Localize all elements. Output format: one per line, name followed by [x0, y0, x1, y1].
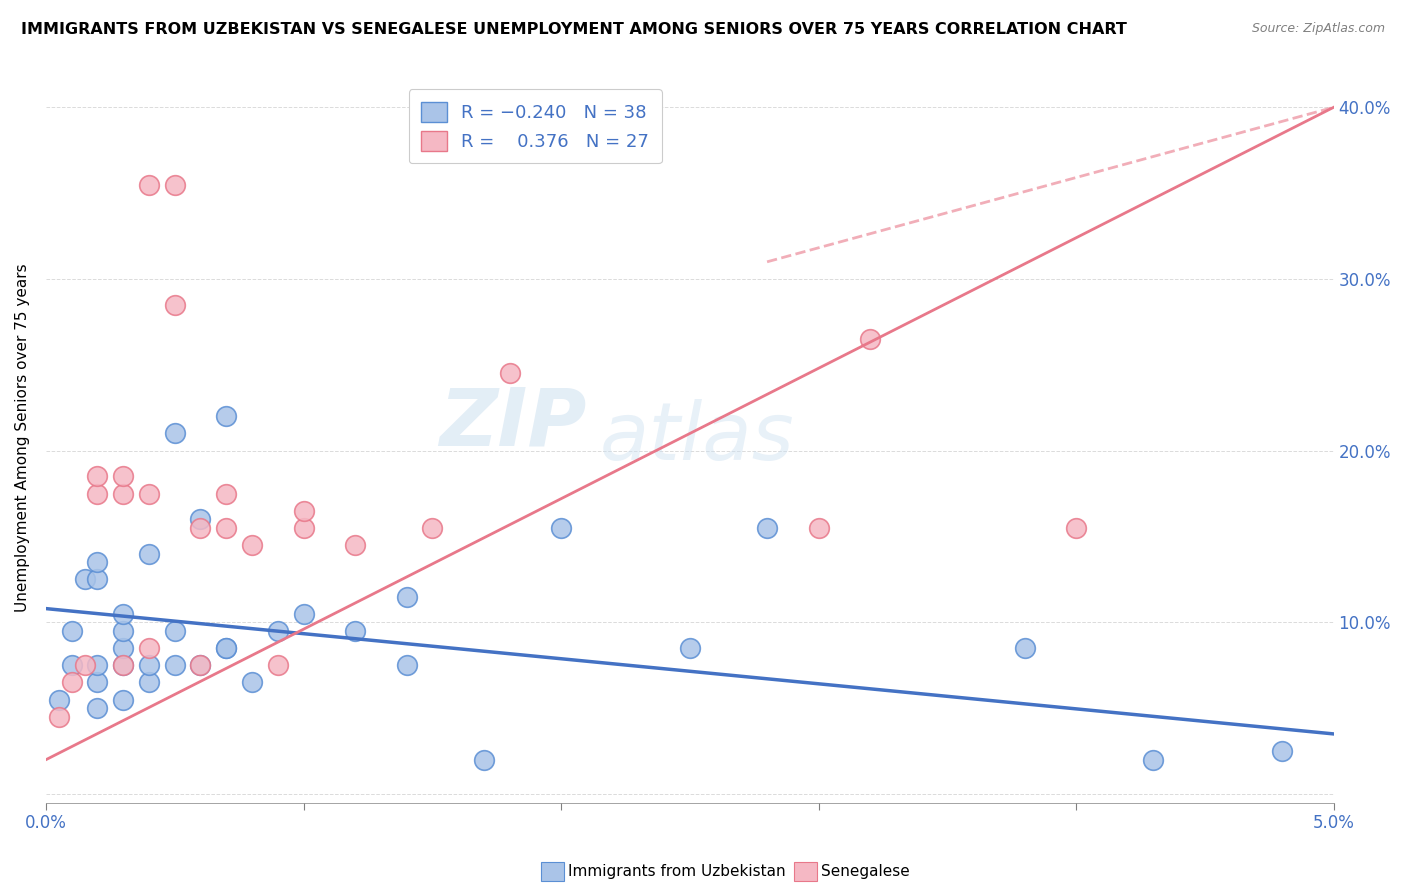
Point	[60, 624, 83, 638]
Point	[343, 538, 366, 552]
Point	[112, 658, 135, 673]
Point	[215, 521, 238, 535]
Point	[60, 675, 83, 690]
Text: Senegalese: Senegalese	[821, 863, 910, 879]
Point	[112, 658, 135, 673]
Point	[215, 641, 238, 656]
Point	[163, 298, 186, 312]
Point	[190, 521, 212, 535]
Point	[190, 658, 212, 673]
Point	[1014, 641, 1036, 656]
Point	[756, 521, 779, 535]
Point	[138, 486, 160, 500]
Point	[86, 701, 108, 715]
Point	[112, 486, 135, 500]
Point	[240, 675, 263, 690]
Point	[48, 692, 70, 706]
Legend: R = −0.240   N = 38, R =    0.376   N = 27: R = −0.240 N = 38, R = 0.376 N = 27	[409, 89, 662, 163]
Point	[112, 641, 135, 656]
Point	[343, 624, 366, 638]
Text: ZIP: ZIP	[440, 384, 586, 462]
Point	[86, 675, 108, 690]
Point	[807, 521, 830, 535]
Text: IMMIGRANTS FROM UZBEKISTAN VS SENEGALESE UNEMPLOYMENT AMONG SENIORS OVER 75 YEAR: IMMIGRANTS FROM UZBEKISTAN VS SENEGALESE…	[21, 22, 1128, 37]
Point	[292, 504, 315, 518]
Point	[86, 555, 108, 569]
Point	[60, 658, 83, 673]
Point	[112, 692, 135, 706]
Point	[395, 658, 418, 673]
Point	[112, 607, 135, 621]
Text: atlas: atlas	[600, 399, 794, 477]
Point	[679, 641, 702, 656]
Point	[1142, 753, 1164, 767]
Point	[498, 367, 520, 381]
Text: Source: ZipAtlas.com: Source: ZipAtlas.com	[1251, 22, 1385, 36]
Point	[163, 426, 186, 441]
Point	[48, 710, 70, 724]
Text: Immigrants from Uzbekistan: Immigrants from Uzbekistan	[568, 863, 786, 879]
Point	[190, 658, 212, 673]
Point	[292, 607, 315, 621]
Point	[112, 624, 135, 638]
Point	[550, 521, 572, 535]
Point	[138, 641, 160, 656]
Point	[215, 641, 238, 656]
Point	[292, 521, 315, 535]
Point	[190, 512, 212, 526]
Point	[112, 469, 135, 483]
Point	[86, 469, 108, 483]
Point	[215, 409, 238, 424]
Point	[472, 753, 495, 767]
Point	[138, 547, 160, 561]
Point	[138, 658, 160, 673]
Point	[240, 538, 263, 552]
Point	[267, 624, 290, 638]
Point	[420, 521, 443, 535]
Point	[86, 658, 108, 673]
Point	[267, 658, 290, 673]
Point	[163, 178, 186, 192]
Point	[215, 486, 238, 500]
Point	[73, 573, 96, 587]
Point	[395, 590, 418, 604]
Point	[163, 658, 186, 673]
Point	[859, 332, 882, 346]
Point	[73, 658, 96, 673]
Point	[138, 178, 160, 192]
Point	[86, 486, 108, 500]
Y-axis label: Unemployment Among Seniors over 75 years: Unemployment Among Seniors over 75 years	[15, 263, 30, 612]
Point	[1064, 521, 1087, 535]
Point	[163, 624, 186, 638]
Point	[1271, 744, 1294, 758]
Point	[86, 573, 108, 587]
Point	[138, 675, 160, 690]
